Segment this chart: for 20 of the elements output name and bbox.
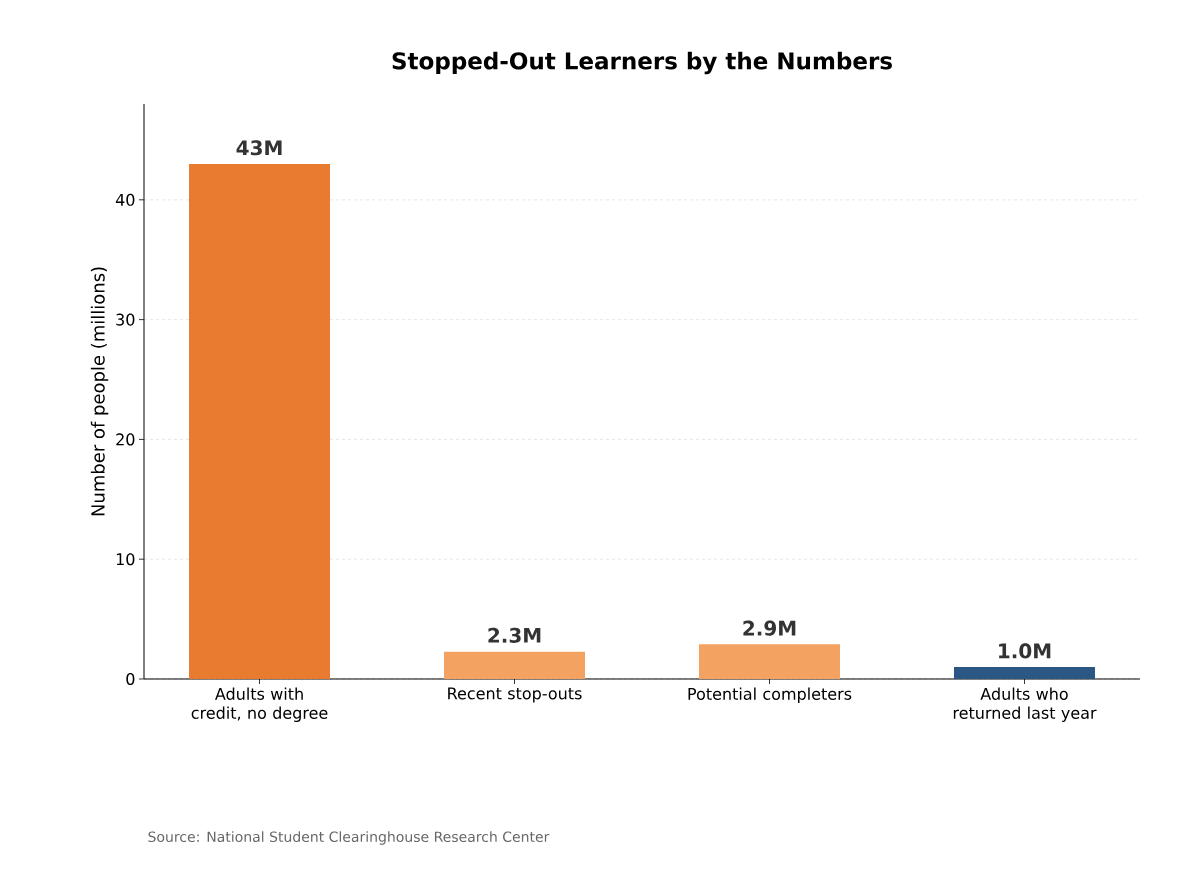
bar bbox=[699, 644, 840, 679]
x-tick-label: Adults with credit, no degree bbox=[191, 687, 328, 722]
bar bbox=[953, 667, 1095, 679]
x-tick-label: Adults who returned last year bbox=[953, 687, 1097, 722]
y-axis-title: Number of people (millions) bbox=[90, 267, 109, 516]
y-tick-label: 20 bbox=[116, 433, 135, 446]
source-note: Source: National Student Clearinghouse Research Center bbox=[148, 831, 550, 845]
bar bbox=[444, 651, 586, 679]
data-label: 1.0M bbox=[999, 643, 1051, 659]
chart-title: Stopped-Out Learners by the Numbers bbox=[392, 51, 892, 75]
y-tick-label: 0 bbox=[126, 672, 135, 686]
bar bbox=[189, 163, 331, 679]
data-label: 2.3M bbox=[488, 627, 541, 643]
y-tick-label: 10 bbox=[116, 553, 135, 566]
data-label: 43M bbox=[236, 140, 282, 156]
data-label: 2.9M bbox=[743, 620, 796, 636]
y-tick-label: 30 bbox=[116, 313, 135, 326]
y-tick-label: 40 bbox=[115, 193, 135, 206]
x-tick-label: Recent stop-outs bbox=[448, 687, 582, 703]
x-tick-label: Potential completers bbox=[688, 687, 852, 703]
